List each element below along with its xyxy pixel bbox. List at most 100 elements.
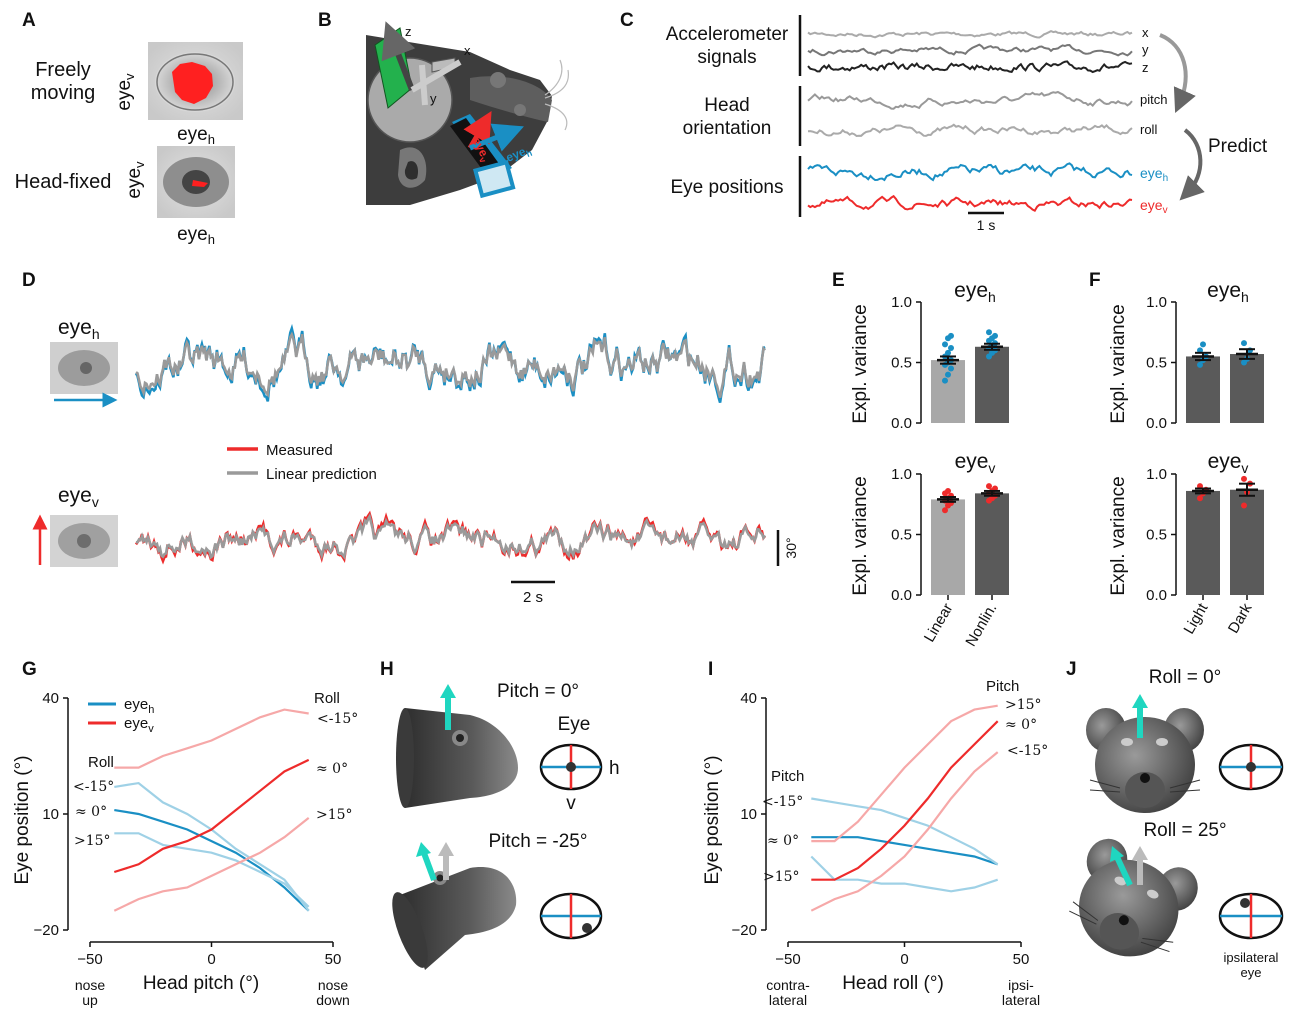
e-bot-bar (931, 499, 965, 595)
f-bottom-chart: 0.0 0.5 1.0 Light Dark (1146, 466, 1264, 637)
d-trace-eyeh-measured (134, 323, 766, 403)
i-xnote-left-1: contra- (766, 977, 810, 993)
panel-a: A Freely moving eyev eyeh Head-fixed eye… (15, 10, 243, 247)
d-eye-photo-v (50, 515, 118, 567)
d-legend-pred: Linear prediction (266, 466, 377, 483)
c-scalebar-label: 1 s (977, 217, 996, 233)
j-ipsi-2: eye (1241, 965, 1262, 980)
c-predict-label: Predict (1208, 136, 1268, 157)
f-ylabel-bottom: Expl. variance (1108, 476, 1129, 595)
f-bot-xtick-label: Dark (1225, 600, 1256, 636)
h-pitch0-label: Pitch = 0° (497, 681, 579, 702)
g-series-5 (113, 817, 310, 912)
e-top-ytick-label: 1.0 (891, 294, 912, 311)
f-title-bottom: eyev (1208, 450, 1249, 476)
i-series-3 (811, 720, 999, 881)
d-trace-eyeh-pred (135, 331, 766, 398)
e-top-point (948, 365, 954, 372)
e-bottom-chart: 0.0 0.5 1.0 Linear Nonlin. (891, 466, 1009, 649)
eye-photo-freely (148, 42, 243, 120)
panel-letter-i: I (708, 659, 713, 680)
i-xlabel: Head roll (°) (842, 973, 944, 994)
c-head-label-2: orientation (683, 118, 772, 139)
j-eye-diagram-0 (1218, 743, 1284, 791)
g-series-1 (114, 781, 310, 912)
i-pitch-left: Pitch (771, 768, 804, 785)
e-title-top: eyeh (954, 279, 996, 305)
j-mouse-face-25 (1069, 838, 1198, 957)
f-bot-ytick-label: 0.5 (1146, 527, 1167, 544)
c-trace-z (807, 60, 1133, 74)
e-bot-xtick-label: Linear (921, 601, 957, 646)
e-top-point (948, 344, 954, 351)
f-bot-point (1241, 502, 1247, 509)
panel-letter-b: B (318, 10, 332, 31)
c-trace-eyev (807, 194, 1133, 213)
g-legend-v: eyev (124, 715, 154, 735)
b-axis-z: z (405, 24, 412, 39)
g-lbl-gt15-right: >15° (316, 807, 353, 823)
e-top-point (942, 341, 948, 348)
e-title-bottom: eyev (955, 450, 996, 476)
i-series-4 (811, 704, 998, 843)
panel-letter-f: F (1089, 270, 1101, 291)
panel-i: I −20 10 40 −50 0 50 Head roll (°) Eye positi… (702, 659, 1048, 1008)
c-trace-y (807, 43, 1133, 57)
i-xtick-label: 50 (1013, 951, 1030, 968)
c-curved-arrow-1 (1159, 33, 1196, 113)
f-top-bar (1186, 356, 1220, 423)
c-acc-label-2: signals (697, 47, 756, 68)
f-bot-bar (1186, 490, 1220, 595)
g-xtick-label: −50 (77, 951, 102, 968)
panel-e: E eyeh eyev Expl. variance Expl. varianc… (832, 270, 1009, 649)
panel-j: J Roll = 0° Roll = 25° (1066, 659, 1284, 980)
g-series-0 (114, 809, 310, 912)
freely-label-1: Freely (35, 59, 91, 81)
d-traces (134, 323, 767, 565)
a-eye-h-label-2: eyeh (177, 224, 215, 247)
c-eyepos-label: Eye positions (670, 177, 783, 198)
e-bot-xtick-label: Nonlin. (962, 601, 1000, 650)
e-top-point (945, 349, 951, 356)
f-top-chart: 0.0 0.5 1.0 (1146, 294, 1264, 432)
g-ytick-label: 40 (42, 690, 59, 707)
g-xnote-left-1: nose (75, 977, 106, 993)
i-xnote-right-1: ipsi- (1008, 977, 1034, 993)
g-legend-h: eyeh (124, 696, 154, 716)
g-lbl-gt15-left: >15° (74, 833, 111, 849)
i-xnote-right-2: lateral (1002, 992, 1040, 1008)
e-bot-point (945, 487, 951, 494)
i-ytick-label: 40 (740, 690, 757, 707)
eye-photo-fixed (157, 146, 235, 218)
a-eye-h-label-1: eyeh (177, 124, 215, 147)
freely-label-2: moving (31, 82, 95, 104)
h-eye-diagram-25 (539, 892, 603, 940)
d-legend-measured: Measured (266, 442, 333, 459)
f-top-point (1200, 341, 1206, 348)
f-top-point (1197, 361, 1203, 368)
panel-c: C Accelerometer signals Head orientation… (620, 10, 1268, 233)
f-top-ytick-label: 0.0 (1146, 415, 1167, 432)
panel-g: G −20 10 40 −50 0 50 Head pitch (°) Eye posit… (12, 659, 358, 1008)
c-trace-pitch (807, 90, 1133, 110)
panel-letter-h: H (380, 659, 394, 680)
j-gray-arrow-head (1132, 846, 1148, 860)
i-lbl-gt15-right: >15° (1005, 697, 1042, 713)
c-trace-y-label: y (1142, 42, 1149, 57)
e-bot-point (986, 483, 992, 490)
i-xtick-label: 0 (900, 951, 908, 968)
e-bot-point (942, 507, 948, 514)
f-ylabel-top: Expl. variance (1108, 304, 1129, 423)
e-top-bar (975, 346, 1009, 423)
j-roll25-label: Roll = 25° (1143, 820, 1226, 841)
i-ytick-label: 10 (740, 806, 757, 823)
e-top-point (992, 332, 998, 339)
g-lbl-lt15-left: <-15° (73, 779, 114, 795)
e-ylabel-top: Expl. variance (850, 304, 871, 423)
c-traces (807, 29, 1133, 213)
h-mouse-head-0 (396, 684, 518, 808)
f-bot-ytick-label: 1.0 (1146, 466, 1167, 483)
g-ytick-label: 10 (42, 806, 59, 823)
f-bot-bar (1230, 489, 1264, 595)
